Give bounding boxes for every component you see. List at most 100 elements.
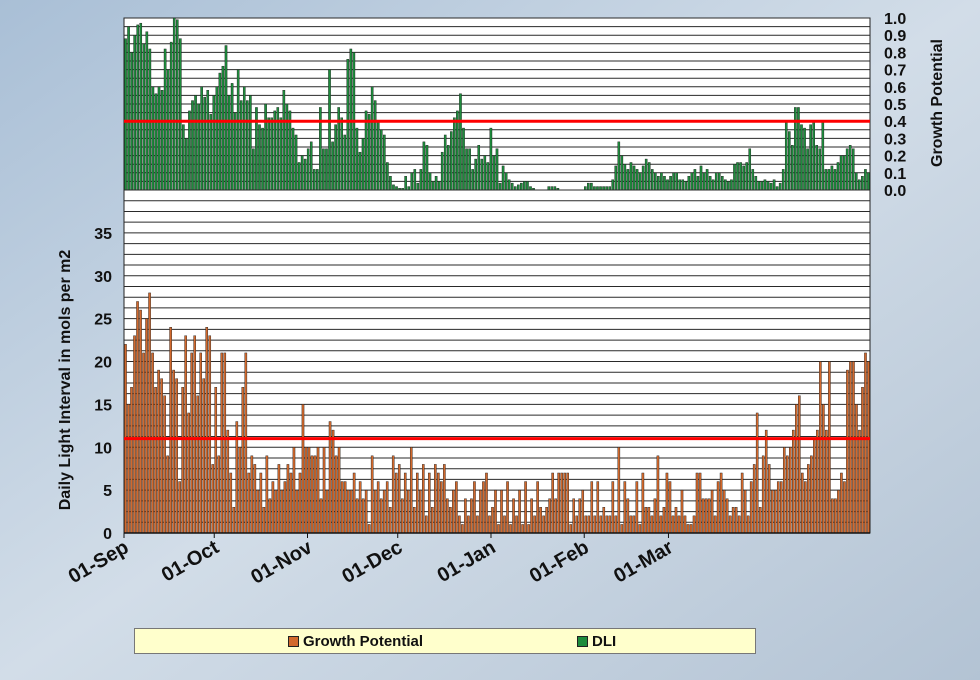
bar (361, 138, 365, 191)
bar (617, 141, 621, 191)
bar (660, 172, 663, 191)
bar (692, 515, 696, 534)
bar (653, 498, 657, 534)
bar (864, 352, 867, 534)
bar (298, 472, 302, 534)
bar (690, 172, 694, 191)
bar (440, 151, 444, 191)
bar (124, 38, 127, 191)
bar (861, 387, 864, 534)
bar (179, 38, 182, 191)
bar (394, 472, 398, 534)
bar (404, 176, 407, 191)
bar (166, 69, 170, 191)
bar (383, 134, 386, 191)
bar (289, 472, 293, 534)
bar (510, 182, 514, 191)
bar (754, 176, 758, 191)
bar (788, 131, 791, 191)
bar (563, 472, 566, 534)
bar (804, 481, 807, 534)
bar (334, 455, 338, 534)
bar (659, 515, 663, 534)
bar (373, 100, 377, 191)
y-tick-label: 25 (94, 312, 112, 329)
bar (470, 498, 473, 534)
bar (713, 515, 717, 534)
bar (160, 378, 163, 534)
bar (367, 114, 371, 191)
bar (602, 507, 606, 534)
bar (665, 472, 669, 534)
bar (462, 127, 465, 191)
bar (767, 464, 771, 534)
bar (763, 179, 767, 191)
bar (203, 96, 206, 191)
bar (286, 464, 290, 534)
bar (684, 181, 688, 191)
bar (666, 179, 669, 191)
bar (791, 145, 794, 191)
bar (172, 369, 175, 534)
bar (782, 447, 786, 534)
bar (474, 158, 477, 191)
bar (193, 335, 196, 534)
bar (867, 361, 870, 534)
bar (629, 515, 633, 534)
bar (647, 162, 651, 191)
bar (503, 515, 506, 534)
bar (309, 141, 313, 191)
bar (425, 145, 429, 191)
bar (498, 182, 502, 191)
bar (403, 472, 407, 534)
bar (657, 176, 660, 191)
bar (313, 169, 316, 191)
bar (142, 352, 145, 534)
bar (742, 165, 745, 191)
bar (807, 464, 810, 534)
y-tick-label: 0.9 (884, 28, 906, 45)
bar (428, 472, 431, 534)
bar (395, 186, 398, 191)
bar (501, 165, 505, 191)
bar (130, 387, 133, 534)
bar (409, 447, 413, 534)
bar (214, 387, 218, 534)
bar (246, 100, 249, 191)
bar (459, 93, 462, 191)
bar (343, 481, 347, 534)
bar (861, 176, 864, 191)
bar (277, 464, 281, 534)
bar (133, 35, 136, 191)
y-tick-label: 0.5 (884, 97, 906, 114)
bar (779, 481, 783, 534)
x-tick-label: 01-Jan (434, 536, 500, 587)
bar (587, 182, 590, 191)
bar (596, 481, 600, 534)
bar (739, 162, 742, 191)
bar (623, 481, 627, 534)
bar (163, 395, 166, 534)
bar (506, 481, 509, 534)
bar (166, 455, 169, 534)
bar (737, 515, 741, 534)
bar (182, 124, 185, 191)
bar (518, 489, 521, 534)
bar (617, 447, 621, 534)
legend-swatch-dli (577, 636, 588, 647)
bar (322, 447, 326, 534)
bar (602, 186, 605, 191)
bar (319, 498, 323, 534)
bar (355, 127, 359, 191)
bar (322, 148, 325, 191)
bar (864, 169, 867, 191)
bar (391, 455, 395, 534)
bar (708, 176, 712, 191)
bar (725, 498, 729, 534)
legend-label-growth: Growth Potential (303, 633, 423, 650)
bar (599, 186, 602, 191)
bar (196, 395, 199, 534)
bar (313, 455, 317, 534)
bar (757, 181, 761, 191)
bar (232, 507, 236, 534)
